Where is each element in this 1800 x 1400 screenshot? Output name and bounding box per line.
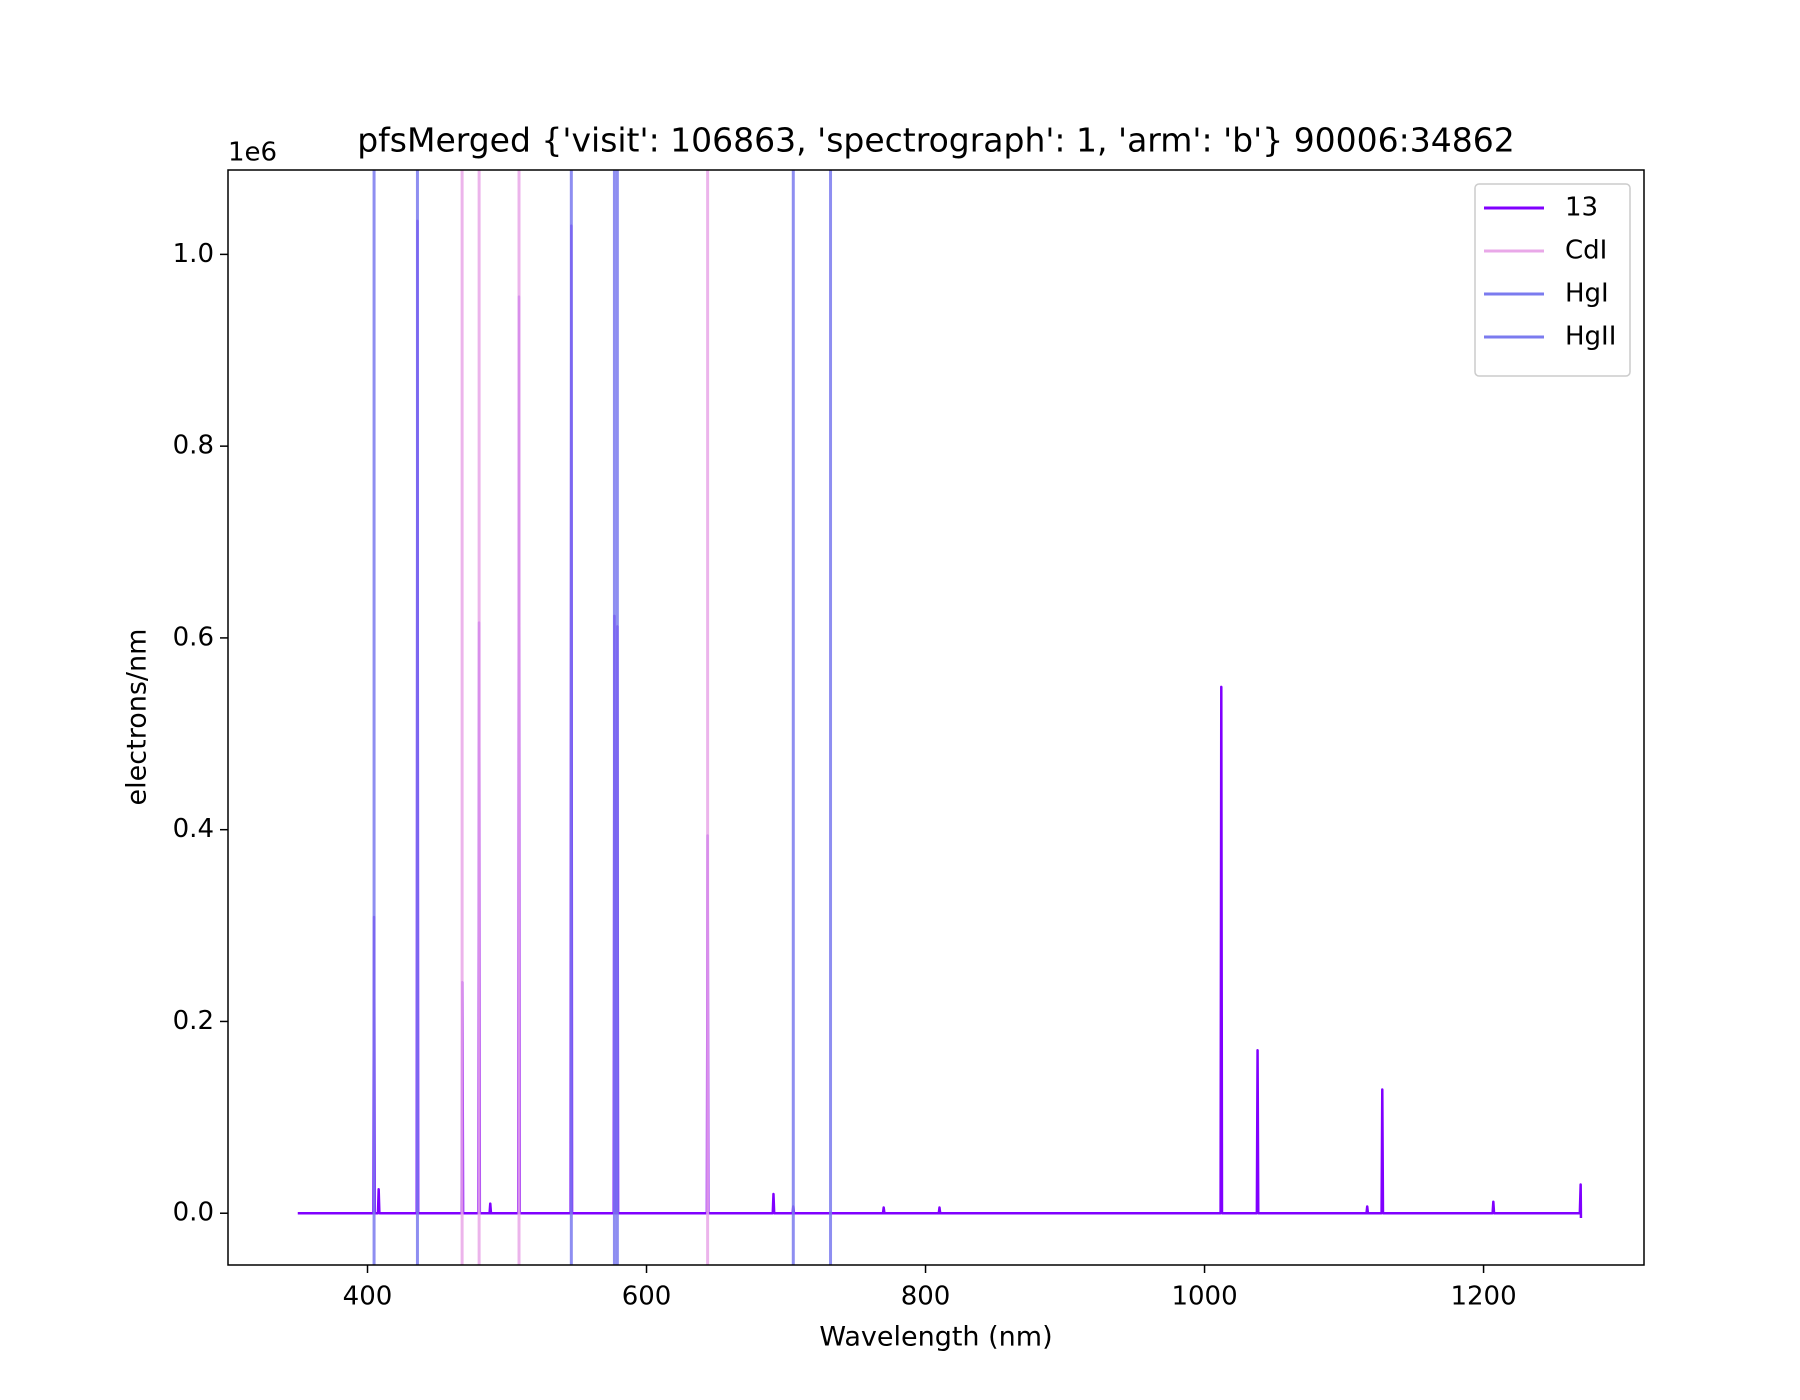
- y-axis-label: electrons/nm: [122, 629, 153, 806]
- chart-title: pfsMerged {'visit': 106863, 'spectrograp…: [357, 121, 1515, 160]
- y-tick-label: 0.8: [173, 431, 214, 461]
- legend-label: HgII: [1565, 322, 1616, 352]
- legend-label: CdI: [1565, 236, 1607, 266]
- spectrum-line: [297, 219, 1583, 1219]
- y-tick-label: 0.0: [173, 1198, 214, 1228]
- y-tick-label: 0.6: [173, 622, 214, 652]
- y-tick-label: 0.4: [173, 814, 214, 844]
- x-tick-label: 1200: [1450, 1282, 1516, 1312]
- x-tick-label: 600: [622, 1282, 672, 1312]
- legend-box: [1474, 183, 1631, 377]
- x-axis-label: Wavelength (nm): [819, 1322, 1052, 1353]
- y-offset-label: 1e6: [228, 138, 277, 168]
- legend-label: HgI: [1565, 279, 1609, 309]
- legend-label: 13: [1565, 193, 1598, 223]
- x-tick-label: 400: [343, 1282, 393, 1312]
- plot-frame: [227, 169, 1645, 1266]
- y-tick-label: 0.2: [173, 1006, 214, 1036]
- x-tick-label: 1000: [1171, 1282, 1237, 1312]
- y-tick-label: 1.0: [173, 239, 214, 269]
- x-tick-label: 800: [901, 1282, 951, 1312]
